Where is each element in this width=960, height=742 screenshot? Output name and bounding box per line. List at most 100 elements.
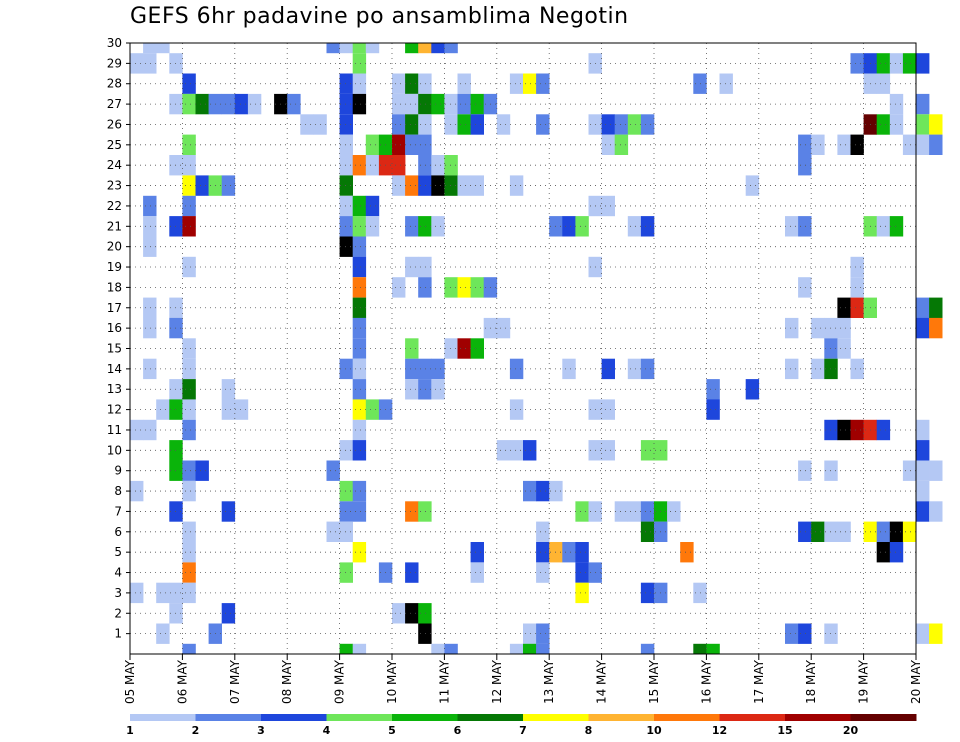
heatmap-cell: [640, 501, 655, 522]
heatmap-cell: [418, 134, 432, 155]
heatmap-cell: [431, 379, 445, 400]
heatmap-cell: [143, 53, 157, 74]
heatmap-cell: [785, 358, 799, 380]
heatmap-cell: [509, 175, 524, 196]
heatmap-cell: [339, 134, 353, 155]
y-tick-label: 27: [107, 97, 122, 111]
heatmap-cell: [798, 623, 812, 644]
heatmap-cell: [785, 623, 799, 644]
heatmap-cell: [365, 134, 380, 155]
heatmap-cell: [850, 277, 864, 298]
heatmap-cell: [902, 53, 917, 74]
x-tick-label: 08 MAY: [280, 659, 294, 704]
heatmap-cell: [640, 643, 655, 654]
heatmap-cell: [640, 582, 655, 604]
x-tick-label: 15 MAY: [647, 659, 661, 704]
legend-label: 2: [192, 724, 200, 737]
legend-label: 7: [519, 724, 527, 737]
heatmap-cell: [536, 73, 550, 94]
heatmap-cell: [130, 582, 144, 604]
heatmap-cell: [536, 623, 550, 644]
heatmap-cell: [392, 175, 406, 196]
heatmap-cell: [392, 155, 406, 176]
heatmap-cell: [352, 317, 367, 339]
heatmap-cell: [562, 358, 576, 380]
heatmap-cell: [130, 480, 144, 502]
heatmap-cell: [785, 216, 799, 237]
heatmap-cell: [365, 155, 380, 176]
heatmap-cell: [339, 501, 353, 522]
y-axis-ticks: 1234567891011121314151617181920212223242…: [107, 36, 130, 641]
y-tick-label: 7: [114, 504, 122, 518]
heatmap-cell: [182, 73, 196, 94]
heatmap-cell: [182, 216, 196, 237]
heatmap-cell: [837, 297, 851, 318]
heatmap-cell: [457, 73, 471, 94]
heatmap-cell: [470, 562, 484, 583]
heatmap-cell: [352, 358, 367, 380]
heatmap-cell: [352, 399, 367, 420]
heatmap-cell: [431, 643, 445, 654]
heatmap-cell: [352, 297, 367, 318]
heatmap-cell: [811, 134, 825, 155]
heatmap-cell: [693, 643, 707, 654]
x-axis-ticks: 05 MAY 06 MAY 07 MAY 08 MAY 09 MAY 10 MAY 11 M…: [123, 654, 923, 704]
heatmap-cell: [392, 277, 406, 298]
heatmap-cell: [536, 521, 550, 542]
y-tick-label: 9: [114, 464, 122, 478]
heatmap-cell: [457, 175, 471, 196]
heatmap-cell: [418, 175, 432, 196]
heatmap-cell: [798, 216, 812, 237]
heatmap-cell: [431, 216, 445, 237]
y-tick-label: 20: [107, 240, 122, 254]
legend-swatch: [785, 714, 851, 721]
heatmap-cell: [627, 216, 642, 237]
heatmap-cell: [182, 399, 196, 420]
heatmap-cell: [221, 603, 236, 624]
heatmap-cell: [745, 379, 760, 400]
heatmap-cell: [352, 379, 367, 400]
heatmap-cell: [234, 93, 249, 115]
heatmap-cell: [470, 114, 484, 135]
heatmap-cell: [130, 419, 144, 441]
heatmap-cell: [156, 43, 170, 54]
heatmap-cell: [536, 542, 550, 563]
heatmap-cell: [470, 93, 484, 115]
heatmap-cell: [418, 623, 432, 644]
heatmap-cell: [405, 175, 419, 196]
heatmap-cell: [352, 480, 367, 502]
heatmap-cell: [575, 542, 589, 563]
x-tick-label: 09 MAY: [333, 659, 347, 704]
heatmap-cell: [719, 73, 733, 94]
heatmap-cell: [929, 460, 943, 481]
heatmap-cell: [182, 358, 196, 380]
heatmap-cell: [287, 93, 301, 115]
heatmap-cell: [601, 134, 615, 155]
legend-swatch: [654, 714, 720, 721]
heatmap-cell: [798, 155, 812, 176]
heatmap-cell: [339, 562, 353, 583]
heatmap-cell: [143, 236, 157, 257]
legend-label: 12: [712, 724, 727, 737]
heatmap-cell: [916, 53, 930, 74]
y-tick-label: 21: [107, 219, 122, 233]
heatmap-cell: [837, 338, 851, 359]
heatmap-cell: [418, 358, 432, 380]
heatmap-cell: [352, 256, 367, 278]
heatmap-cell: [811, 317, 825, 339]
heatmap-cell: [876, 114, 891, 135]
y-tick-label: 15: [107, 342, 122, 356]
heatmap-cell: [352, 155, 367, 176]
heatmap-cell: [601, 399, 615, 420]
heatmap-cell: [352, 501, 367, 522]
heatmap-cell: [889, 216, 904, 237]
heatmap-cell: [352, 419, 367, 441]
heatmap-cell: [352, 236, 367, 257]
heatmap-cell: [640, 521, 655, 542]
legend-swatch: [457, 714, 524, 721]
legend-label: 6: [454, 724, 462, 737]
heatmap-cell: [876, 542, 891, 563]
heatmap-cell: [706, 643, 720, 654]
legend-swatch: [195, 714, 262, 721]
heatmap-cell: [509, 643, 524, 654]
